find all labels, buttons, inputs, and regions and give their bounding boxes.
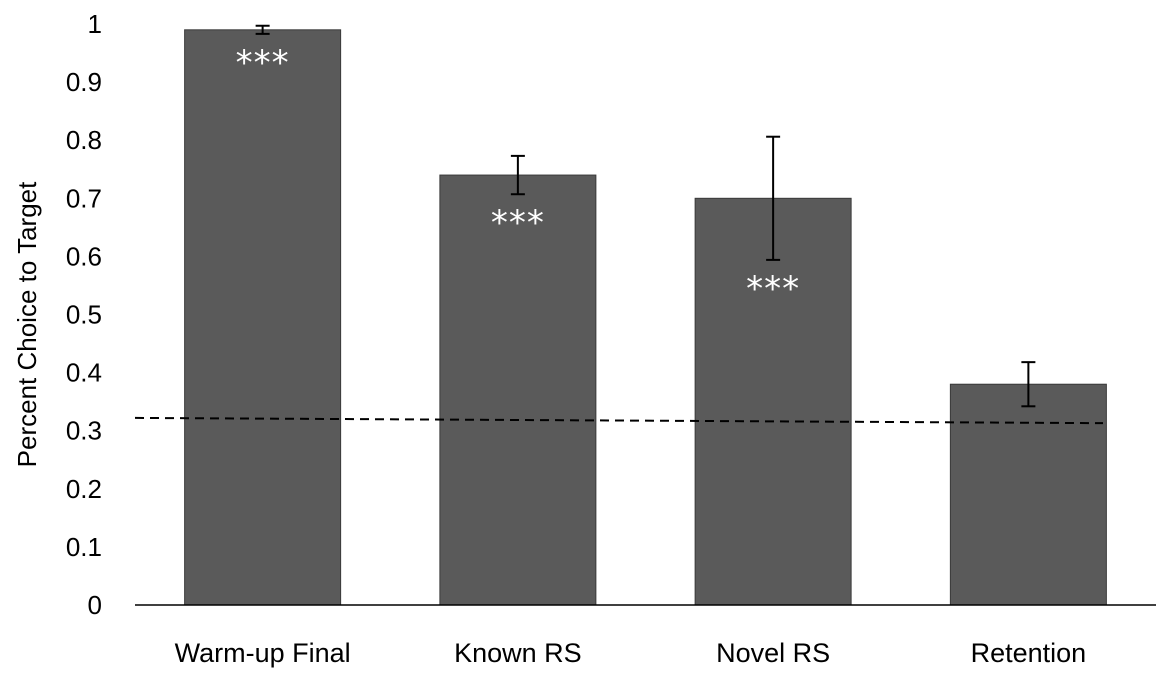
y-tick-label: 0.9 (66, 67, 102, 97)
y-tick-label: 0.1 (66, 532, 102, 562)
bar (949, 383, 1107, 606)
y-tick-label: 0.5 (66, 300, 102, 330)
significance-label: *** (491, 203, 545, 243)
bar (694, 197, 852, 606)
significance-label: *** (746, 269, 800, 309)
y-tick-label: 0.6 (66, 241, 102, 271)
y-tick-label: 0 (88, 590, 102, 620)
significance-labels-group: *** *** *** (236, 43, 800, 309)
bar (439, 174, 597, 606)
x-category-label: Warm-up Final (175, 638, 351, 668)
significance-label: *** (236, 43, 290, 83)
y-tick-label: 0.2 (66, 474, 102, 504)
x-category-label: Retention (971, 638, 1087, 668)
x-category-label: Known RS (454, 638, 582, 668)
bar (184, 29, 342, 606)
y-tick-label: 0.8 (66, 125, 102, 155)
y-axis-title: Percent Choice to Target (12, 181, 42, 467)
y-tick-label: 0.3 (66, 416, 102, 446)
chance-line-group (134, 416, 1104, 425)
bars-group (184, 29, 1107, 606)
x-category-label: Novel RS (716, 638, 830, 668)
x-axis-labels: Warm-up Final Known RS Novel RS Retention (175, 638, 1087, 668)
y-axis-ticks: 0 0.1 0.2 0.3 0.4 0.5 0.6 0.7 0.8 0.9 1 (66, 9, 102, 620)
y-tick-label: 0.4 (66, 358, 102, 388)
y-tick-label: 1 (88, 9, 102, 39)
y-tick-label: 0.7 (66, 183, 102, 213)
chance-line (134, 416, 1104, 425)
error-bars-group (255, 24, 1036, 408)
